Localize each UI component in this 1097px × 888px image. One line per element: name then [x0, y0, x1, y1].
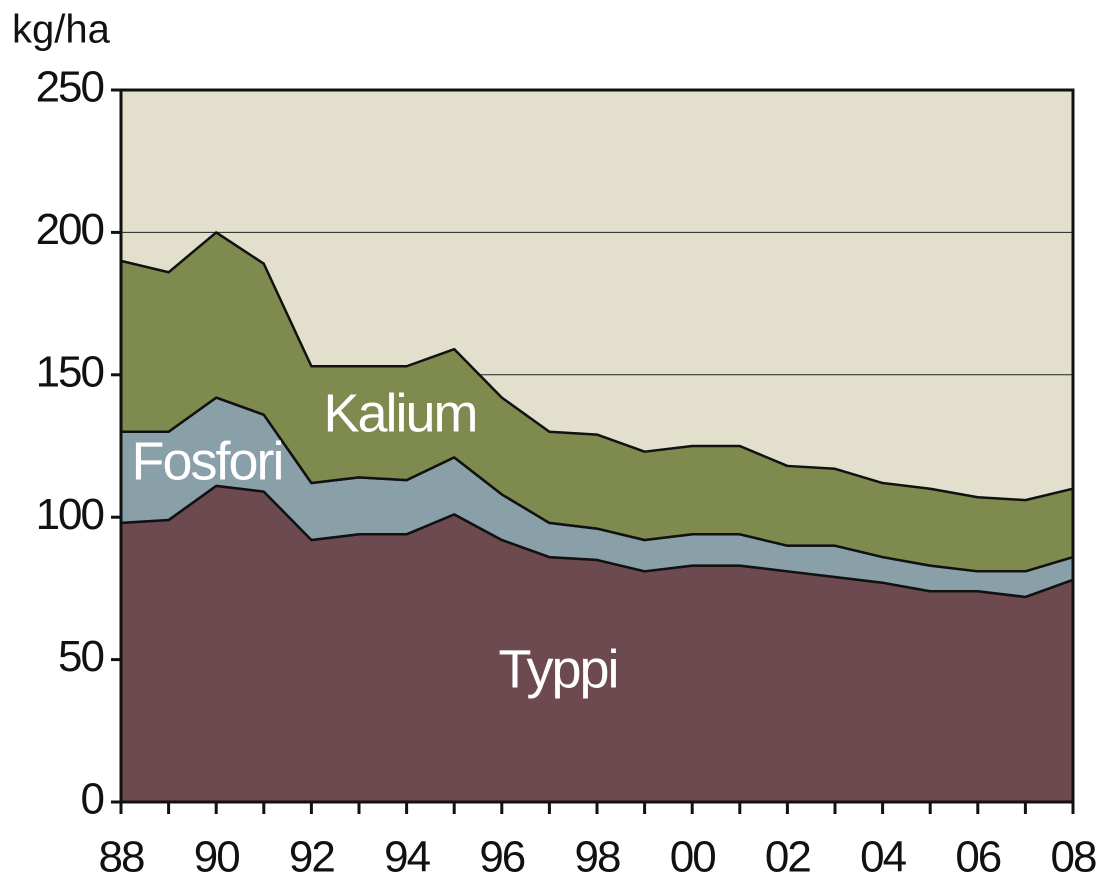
x-tick-label: 90 — [194, 833, 239, 882]
x-tick-label: 96 — [479, 833, 524, 882]
x-tick-label: 04 — [860, 833, 906, 882]
x-tick-label: 94 — [384, 833, 430, 882]
y-tick-label: 0 — [81, 775, 104, 824]
x-tick-label: 06 — [955, 833, 1000, 882]
x-tick-label: 88 — [99, 833, 144, 882]
x-tick-label: 98 — [575, 833, 620, 882]
series-label: Fosfori — [131, 431, 282, 491]
series-label: Kalium — [323, 383, 476, 443]
y-tick-label: 200 — [36, 205, 104, 254]
x-tick-label: 92 — [289, 833, 334, 882]
y-axis-label: kg/ha — [12, 8, 111, 52]
y-tick-label: 50 — [58, 632, 103, 681]
x-tick-label: 08 — [1051, 833, 1096, 882]
x-tick-label: 00 — [670, 833, 715, 882]
y-tick-label: 150 — [36, 347, 104, 396]
series-label: Typpi — [498, 639, 617, 699]
x-tick-label: 02 — [765, 833, 810, 882]
y-tick-label: 100 — [36, 490, 104, 539]
y-tick-label: 250 — [36, 63, 104, 112]
